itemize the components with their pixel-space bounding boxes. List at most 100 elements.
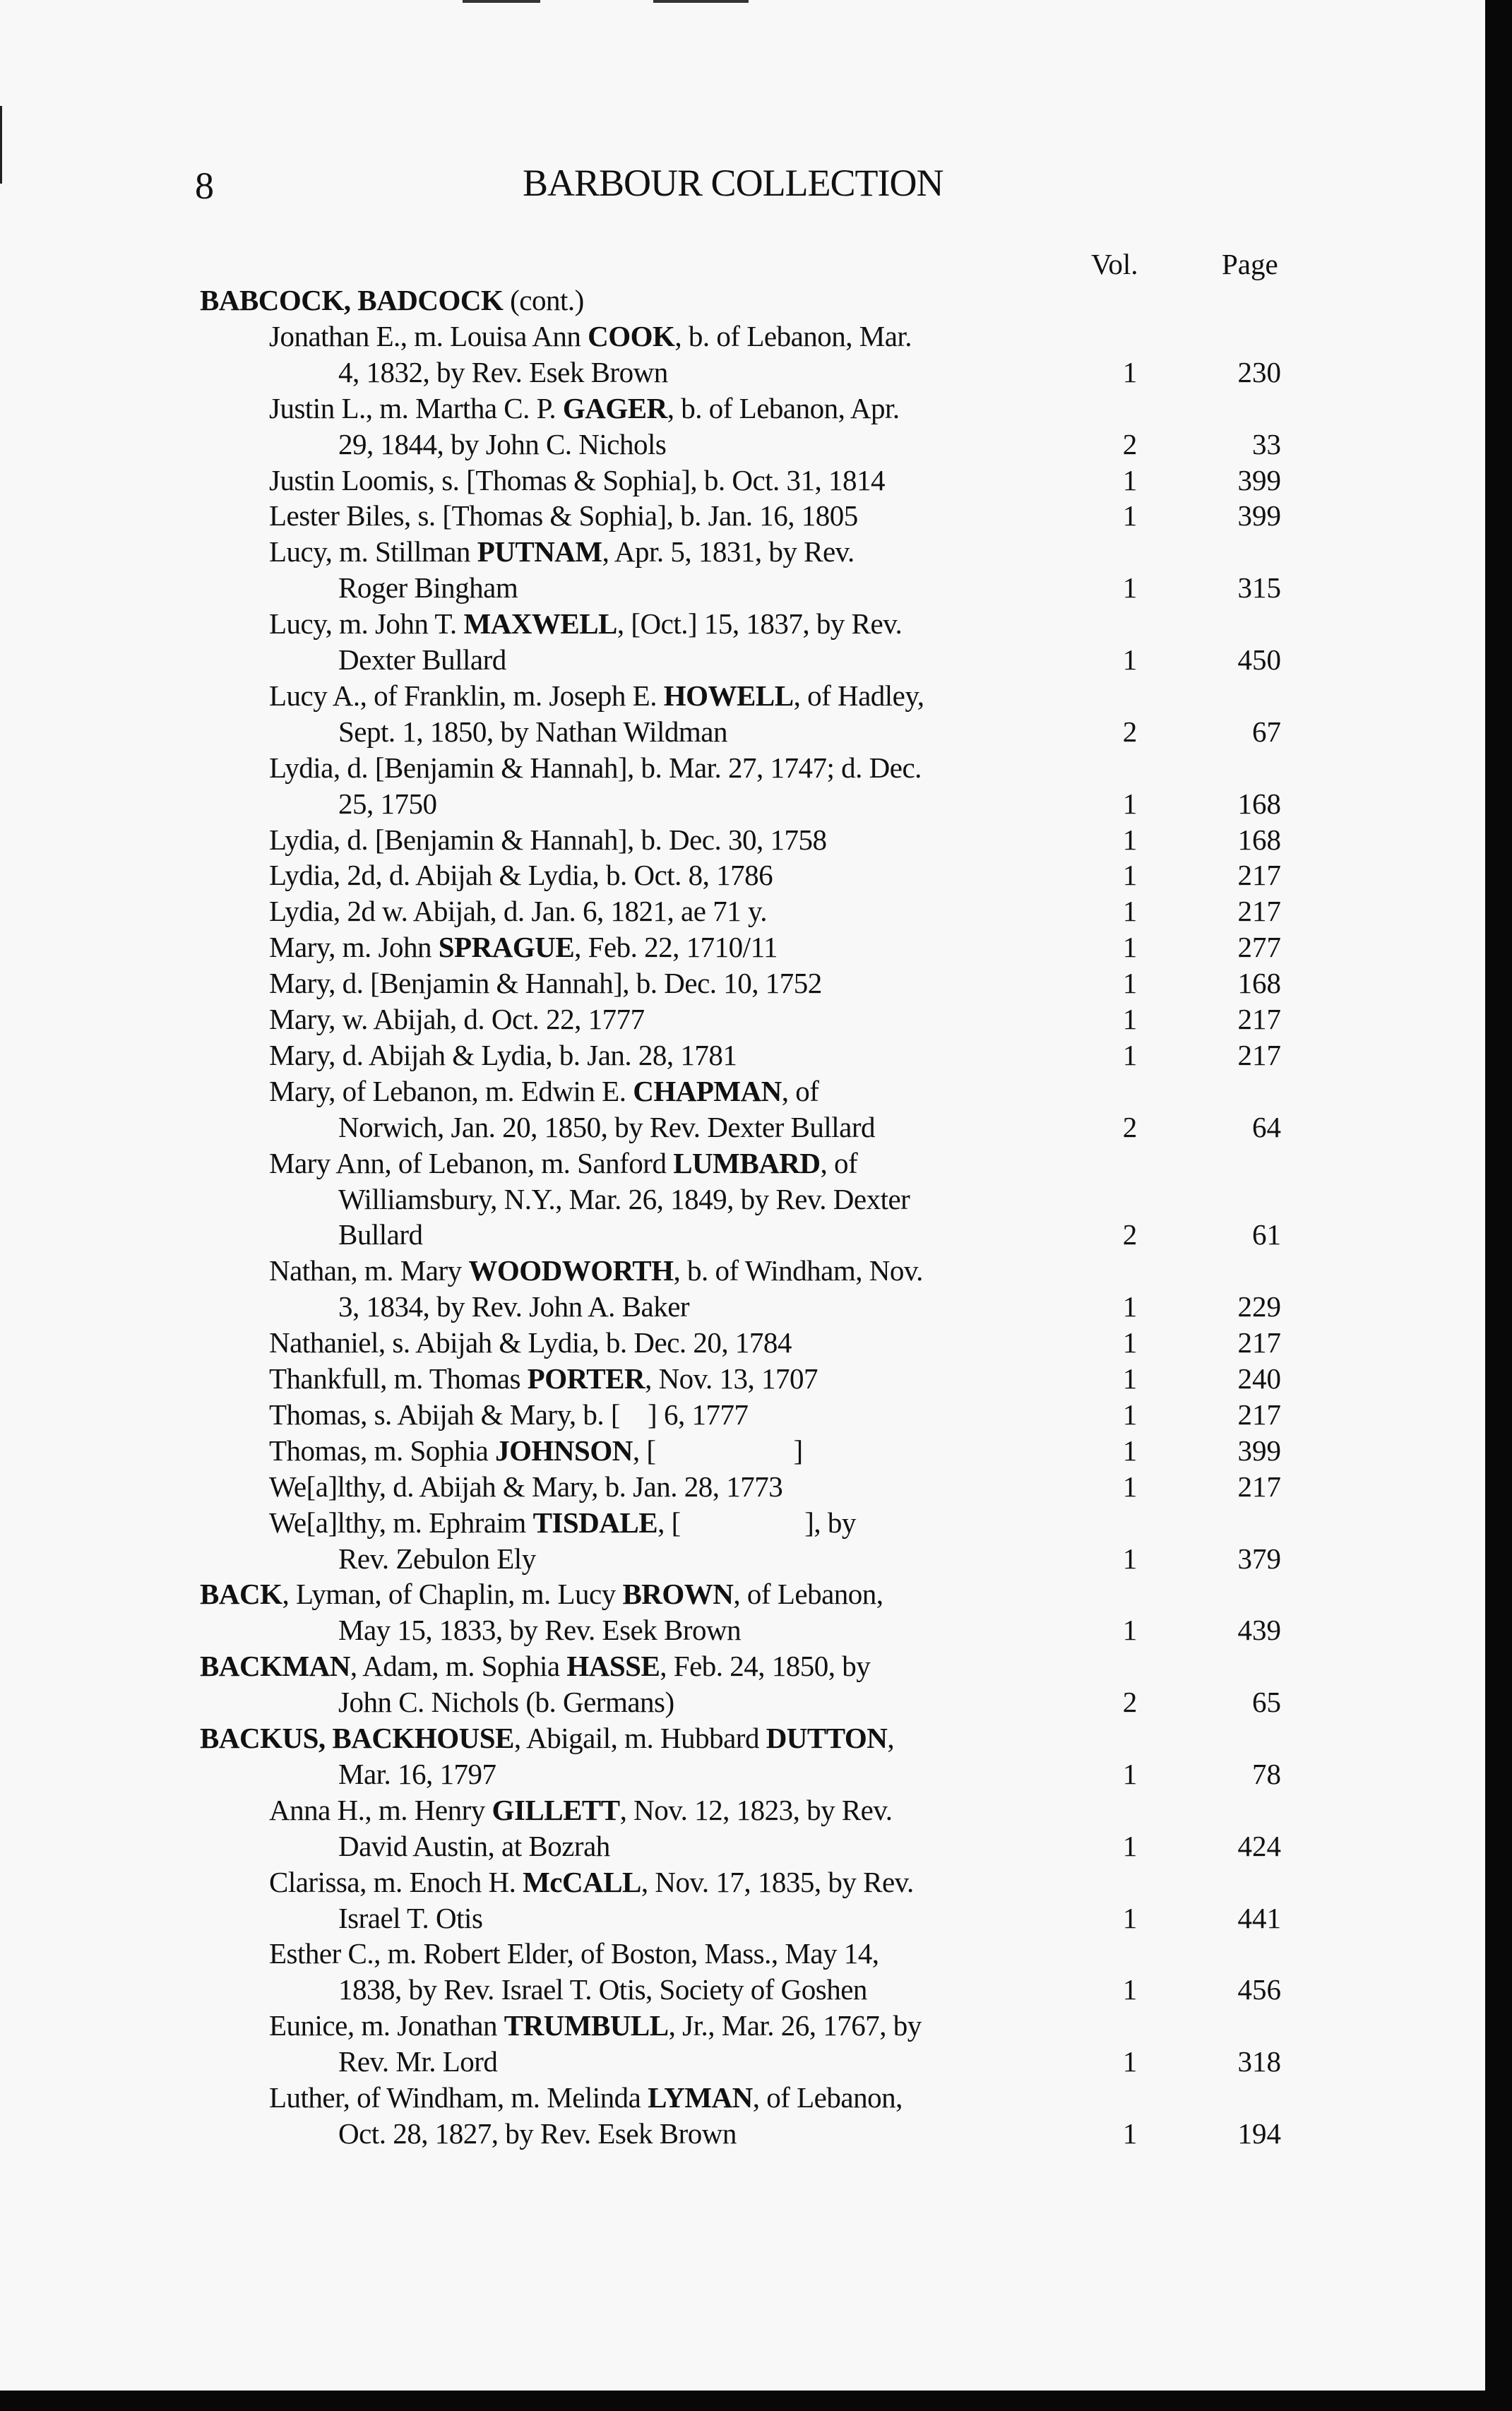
page-reference: 217 [1237, 859, 1282, 892]
entry-text: Nathaniel, s. Abijah & Lydia, b. Dec. 20… [269, 1326, 792, 1359]
entry-text: Norwich, Jan. 20, 1850, by Rev. Dexter B… [338, 1110, 876, 1143]
entry-continuation-line: Sept. 1, 1850, by Nathan Wildman [338, 714, 727, 749]
volume-number: 1 [1122, 2045, 1138, 2078]
entry-text: , [ ], by [657, 1506, 856, 1539]
surname: SPRAGUE [438, 931, 575, 964]
volume-number: 1 [1122, 1362, 1138, 1395]
page-reference: 217 [1237, 1398, 1282, 1431]
page-reference: 65 [1252, 1686, 1281, 1719]
entry-continuation-line: David Austin, at Bozrah [338, 1828, 610, 1864]
entry-text: 29, 1844, by John C. Nichols [338, 427, 667, 460]
page-reference: 229 [1237, 1290, 1282, 1323]
entry-line: Lydia, 2d, d. Abijah & Lydia, b. Oct. 8,… [269, 857, 773, 893]
surname: PUTNAM [477, 535, 602, 568]
entry-continuation-line: Williamsbury, N.Y., Mar. 26, 1849, by Re… [338, 1181, 910, 1217]
entry-text: Lester Biles, s. [Thomas & Sophia], b. J… [269, 499, 858, 532]
entry-text: Mary, d. [Benjamin & Hannah], b. Dec. 10… [269, 967, 822, 1000]
surname: DUTTON [766, 1722, 888, 1754]
entry-text: , of [820, 1146, 858, 1179]
entry-text: Lucy, m. John T. [269, 607, 464, 641]
volume-number: 1 [1122, 1757, 1138, 1790]
entry-text: Clarissa, m. Enoch H. [269, 1865, 523, 1898]
volume-number: 2 [1122, 1110, 1138, 1143]
volume-number: 1 [1122, 859, 1138, 892]
entry-continuation-line: 4, 1832, by Rev. Esek Brown [338, 355, 668, 390]
scan-border-right [1485, 0, 1512, 2411]
entry-text: 1838, by Rev. Israel T. Otis, Society of… [338, 1973, 867, 2006]
volume-number: 1 [1122, 1901, 1138, 1934]
page-reference: 217 [1237, 1326, 1282, 1359]
entry-text: 3, 1834, by Rev. John A. Baker [338, 1290, 690, 1323]
page-reference: 217 [1237, 1038, 1282, 1071]
surname: LUMBARD [673, 1146, 821, 1179]
entry-text: , Nov. 13, 1707 [645, 1362, 818, 1395]
entry-line: Lydia, 2d w. Abijah, d. Jan. 6, 1821, ae… [269, 893, 768, 929]
entry-continuation-line: 1838, by Rev. Israel T. Otis, Society of… [338, 1972, 867, 2007]
volume-number: 1 [1122, 787, 1138, 820]
page-reference: 168 [1237, 967, 1282, 1000]
page-reference: 456 [1237, 1973, 1282, 2006]
volume-number: 2 [1122, 1218, 1138, 1251]
entry-text: , [ ] [632, 1434, 803, 1467]
entry-line: BACK, Lyman, of Chaplin, m. Lucy BROWN, … [200, 1576, 883, 1612]
entry-text: We[a]lthy, d. Abijah & Mary, b. Jan. 28,… [269, 1470, 783, 1503]
entry-line: Mary, of Lebanon, m. Edwin E. CHAPMAN, o… [269, 1073, 819, 1109]
entry-text: , b. of Windham, Nov. [673, 1254, 924, 1287]
volume-number: 1 [1122, 1290, 1138, 1323]
entry-text: 25, 1750 [338, 787, 437, 820]
page-reference: 217 [1237, 1470, 1282, 1503]
entry-text: , b. of Lebanon, Mar. [674, 319, 912, 352]
entry-text: (cont.) [503, 284, 584, 316]
entry-line: Thankfull, m. Thomas PORTER, Nov. 13, 17… [269, 1361, 818, 1396]
volume-number: 1 [1122, 355, 1138, 388]
entry-text: Lucy A., of Franklin, m. Joseph E. [269, 679, 664, 712]
entry-line: Lydia, d. [Benjamin & Hannah], b. Dec. 3… [269, 822, 827, 857]
entry-text: 4, 1832, by Rev. Esek Brown [338, 355, 668, 388]
entry-text: Sept. 1, 1850, by Nathan Wildman [338, 715, 727, 748]
page-reference: 33 [1252, 427, 1281, 460]
entry-line: Nathaniel, s. Abijah & Lydia, b. Dec. 20… [269, 1325, 792, 1360]
entry-continuation-line: Oct. 28, 1827, by Rev. Esek Brown [338, 2116, 737, 2151]
entry-text: Thankfull, m. Thomas [269, 1362, 528, 1395]
entry-line: Justin L., m. Martha C. P. GAGER, b. of … [269, 391, 900, 426]
entry-text: Luther, of Windham, m. Melinda [269, 2081, 648, 2114]
entry-text: Justin L., m. Martha C. P. [269, 391, 563, 424]
entry-text: Esther C., m. Robert Elder, of Boston, M… [269, 1937, 879, 1970]
scan-mark-top [653, 0, 749, 3]
surname: BACKMAN [200, 1650, 350, 1683]
entry-continuation-line: Bullard [338, 1217, 423, 1252]
entry-text: , of Lebanon, [752, 2081, 903, 2114]
volume-number: 1 [1122, 1326, 1138, 1359]
page-reference: 64 [1252, 1110, 1281, 1143]
entry-text: Thomas, m. Sophia [269, 1434, 496, 1467]
entry-line: Mary, d. [Benjamin & Hannah], b. Dec. 10… [269, 965, 822, 1001]
page-reference: 315 [1237, 571, 1282, 605]
page-reference: 399 [1237, 499, 1282, 532]
entry-line: BACKMAN, Adam, m. Sophia HASSE, Feb. 24,… [200, 1648, 871, 1684]
scan-mark-left [0, 106, 2, 184]
entry-line: Lester Biles, s. [Thomas & Sophia], b. J… [269, 498, 858, 533]
entry-continuation-line: Dexter Bullard [338, 642, 506, 677]
entry-text: Roger Bingham [338, 571, 518, 605]
entry-line: Mary, w. Abijah, d. Oct. 22, 1777 [269, 1001, 645, 1037]
volume-number: 1 [1122, 1038, 1138, 1071]
entry-line: Mary, m. John SPRAGUE, Feb. 22, 1710/11 [269, 929, 778, 965]
entry-text: We[a]lthy, m. Ephraim [269, 1506, 533, 1539]
column-header-page: Page [1222, 248, 1278, 280]
volume-number: 1 [1122, 1614, 1138, 1647]
volume-number: 1 [1122, 643, 1138, 676]
entry-continuation-line: Rev. Mr. Lord [338, 2044, 498, 2079]
volume-number: 1 [1122, 1398, 1138, 1431]
volume-number: 1 [1122, 2117, 1138, 2150]
entry-line: Thomas, s. Abijah & Mary, b. [ ] 6, 1777 [269, 1397, 749, 1432]
surname: MAXWELL [463, 607, 617, 641]
surname: CHAPMAN [633, 1074, 782, 1107]
entry-text: Lucy, m. Stillman [269, 535, 477, 568]
page-reference: 424 [1237, 1829, 1282, 1862]
entry-line: Mary, d. Abijah & Lydia, b. Jan. 28, 178… [269, 1037, 737, 1073]
entry-text: Mary, m. John [269, 931, 439, 964]
entry-text: Rev. Zebulon Ely [338, 1542, 536, 1575]
entry-text: Mary, of Lebanon, m. Edwin E. [269, 1074, 633, 1107]
entry-line: We[a]lthy, m. Ephraim TISDALE, [ ], by [269, 1505, 856, 1540]
entry-continuation-line: 25, 1750 [338, 786, 437, 821]
